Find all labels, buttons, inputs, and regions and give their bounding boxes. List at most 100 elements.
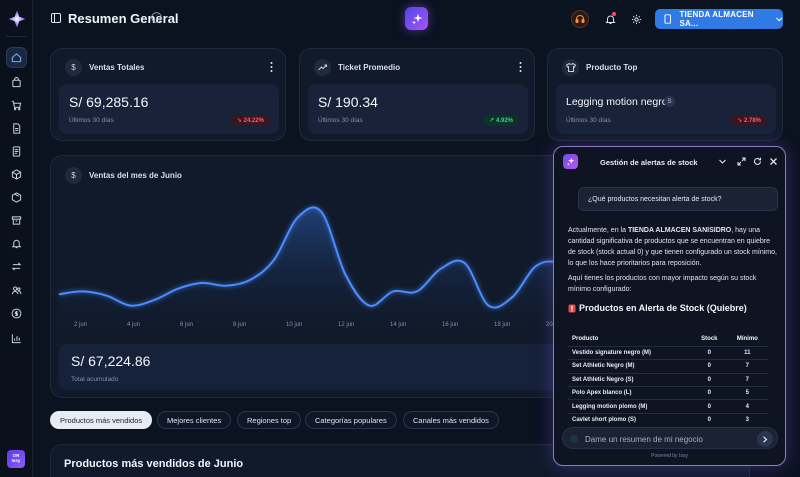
minimum-cell: 4 bbox=[726, 399, 768, 414]
chat-title[interactable]: Gestión de alertas de stock bbox=[600, 158, 698, 167]
kpi-card-total-sales: $ Ventas Totales S/ 69,285.16 Últimos 30… bbox=[50, 48, 286, 141]
store-selector-label: TIENDA ALMACEN SA... bbox=[679, 10, 754, 28]
chat-glow-icon bbox=[570, 435, 578, 443]
table-row: Set Athletic Negro (M) 0 7 bbox=[568, 359, 768, 374]
x-tick-label: 10 jun bbox=[286, 322, 303, 328]
notifications-button[interactable] bbox=[601, 10, 619, 28]
card-title: Ventas Totales bbox=[89, 63, 145, 72]
minimum-cell: 11 bbox=[726, 346, 768, 361]
stock-cell: 0 bbox=[691, 399, 727, 414]
support-button[interactable] bbox=[571, 10, 589, 28]
total-value: S/ 67,224.86 bbox=[71, 353, 151, 369]
logo-icon[interactable] bbox=[8, 10, 26, 28]
more-options-icon[interactable] bbox=[519, 61, 522, 73]
card-period: Últimos 30 días bbox=[69, 117, 114, 124]
card-value-box: S/ 69,285.16 Últimos 30 días ↘ 24.22% bbox=[59, 84, 279, 134]
phone-icon bbox=[664, 14, 672, 24]
tab-best-customers[interactable]: Mejores clientes bbox=[157, 411, 232, 429]
sidebar-toggle-icon[interactable] bbox=[51, 13, 61, 23]
stock-cell: 0 bbox=[691, 386, 727, 401]
minimum-cell: 5 bbox=[726, 386, 768, 401]
bell-icon bbox=[604, 15, 616, 24]
product-cell: Polo Apex blanco (L) bbox=[568, 386, 692, 401]
card-value: S/ 69,285.16 bbox=[69, 94, 149, 110]
close-icon[interactable] bbox=[769, 157, 778, 166]
chat-input-box bbox=[562, 427, 778, 449]
trend-up-icon: ↗ bbox=[488, 118, 494, 124]
tab-top-products[interactable]: Productos más vendidos bbox=[50, 411, 153, 429]
chat-header: Gestión de alertas de stock bbox=[554, 147, 785, 177]
chat-logo bbox=[563, 154, 578, 169]
card-title: Producto Top bbox=[586, 63, 638, 72]
document-icon bbox=[13, 123, 21, 134]
gear-icon bbox=[631, 14, 641, 24]
trend-badge: ↘ 24.22% bbox=[231, 115, 269, 126]
sidebar-item-inventory[interactable] bbox=[6, 187, 27, 208]
send-button[interactable] bbox=[757, 431, 773, 447]
tab-popular-categories[interactable]: Categorías populares bbox=[305, 411, 397, 429]
tab-top-channels[interactable]: Canales más vendidos bbox=[403, 411, 499, 429]
table-row: Cavlet short plomo (S) 0 3 bbox=[568, 413, 768, 424]
trend-badge: ↗ 4.92% bbox=[483, 115, 518, 126]
bag-icon bbox=[12, 77, 21, 88]
info-icon[interactable] bbox=[151, 12, 162, 23]
box-icon bbox=[11, 169, 22, 180]
report-icon bbox=[12, 146, 21, 157]
users-icon bbox=[11, 286, 22, 295]
product-cell: Cavlet short plomo (S) bbox=[568, 413, 692, 424]
sidebar-item-transfers[interactable] bbox=[6, 256, 27, 277]
transfer-icon bbox=[11, 262, 22, 271]
table-row: Polo Apex blanco (L) 0 5 bbox=[568, 386, 768, 401]
dollar-icon: $ bbox=[65, 167, 82, 184]
settings-button[interactable] bbox=[627, 10, 645, 28]
x-tick-label: 16 jun bbox=[442, 322, 459, 328]
tab-top-regions[interactable]: Regiones top bbox=[237, 411, 302, 429]
powered-by: Powered by Issy bbox=[651, 453, 688, 459]
stock-alert-table: Producto Stock Mínimo Vestido signature … bbox=[568, 333, 768, 424]
sidebar-item-cart[interactable] bbox=[6, 95, 27, 116]
chevron-down-icon[interactable] bbox=[718, 157, 727, 166]
kpi-card-top-product: Producto Top Legging motion negro S Últi… bbox=[547, 48, 783, 141]
avatar[interactable]: OR Issy bbox=[7, 450, 25, 468]
column-header: Stock bbox=[691, 333, 727, 347]
sidebar-item-customers[interactable] bbox=[6, 280, 27, 301]
stock-cell: 0 bbox=[691, 346, 727, 361]
sidebar-item-analytics[interactable] bbox=[6, 328, 27, 349]
product-cell: Set Athletic Negro (S) bbox=[568, 373, 692, 388]
sidebar-item-finance[interactable] bbox=[6, 303, 27, 324]
product-cell: Set Athletic Negro (M) bbox=[568, 359, 692, 374]
table-row: Vestido signature negro (M) 0 11 bbox=[568, 346, 768, 361]
chat-input[interactable] bbox=[585, 431, 755, 447]
x-tick-label: 8 jun bbox=[233, 322, 247, 328]
sidebar-item-store[interactable] bbox=[6, 72, 27, 93]
alert-heading: Productos en Alerta de Stock (Quiebre) bbox=[568, 303, 778, 314]
sidebar-item-home[interactable] bbox=[6, 47, 27, 68]
column-header: Mínimo bbox=[726, 333, 768, 347]
store-selector-button[interactable]: TIENDA ALMACEN SA... bbox=[655, 9, 783, 29]
sparkle-icon bbox=[566, 157, 575, 166]
home-icon bbox=[11, 53, 22, 63]
card-period: Últimos 30 días bbox=[566, 117, 611, 124]
sidebar-item-documents[interactable] bbox=[6, 118, 27, 139]
assistant-paragraph: Aquí tienes los productos con mayor impa… bbox=[568, 275, 757, 293]
stock-cell: 0 bbox=[691, 359, 727, 374]
bell-icon bbox=[11, 239, 22, 249]
chart-title: Ventas del mes de Junio bbox=[89, 171, 182, 180]
refresh-icon[interactable] bbox=[753, 157, 762, 166]
expand-icon[interactable] bbox=[737, 157, 746, 166]
dollar-icon bbox=[11, 308, 22, 319]
more-options-icon[interactable] bbox=[270, 61, 273, 73]
section-title: Productos más vendidos de Junio bbox=[64, 458, 244, 470]
sidebar-item-reports[interactable] bbox=[6, 141, 27, 162]
archive-icon bbox=[11, 216, 22, 225]
chat-messages[interactable]: ¿Qué productos necesitan alerta de stock… bbox=[554, 147, 785, 424]
sparkle-icon bbox=[411, 13, 422, 24]
sidebar-divider bbox=[6, 36, 27, 37]
table-header-row: Producto Stock Mínimo bbox=[568, 333, 768, 347]
sidebar-item-alerts[interactable] bbox=[6, 233, 27, 254]
sidebar-item-archive[interactable] bbox=[6, 210, 27, 231]
sidebar-item-products[interactable] bbox=[6, 164, 27, 185]
ai-assistant-button[interactable] bbox=[405, 7, 428, 30]
alert-icon bbox=[568, 304, 576, 313]
sidebar: OR Issy bbox=[0, 0, 33, 477]
